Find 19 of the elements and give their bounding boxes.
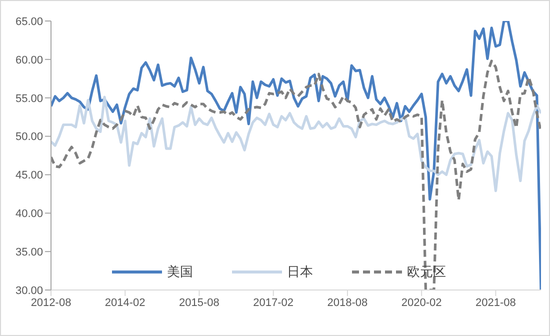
- x-tick-label: 2021-08: [476, 296, 516, 309]
- x-tick-label: 2020-02: [401, 296, 442, 309]
- line-series: [51, 96, 541, 192]
- x-tick-label: 2015-08: [179, 296, 220, 309]
- legend-label: 欧元区: [407, 263, 446, 281]
- y-tick-label: 35.00: [15, 246, 43, 258]
- x-tick-label: 2012-08: [30, 296, 72, 309]
- legend-label: 美国: [167, 263, 193, 281]
- y-tick-label: 65.00: [15, 16, 43, 28]
- y-tick-label: 55.00: [15, 92, 43, 105]
- x-tick-label: 2014-02: [104, 296, 146, 309]
- legend-label: 日本: [287, 263, 313, 281]
- y-tick-label: 45.00: [15, 170, 43, 182]
- y-tick-label: 50.00: [15, 131, 43, 144]
- x-tick-label: 2017-02: [253, 296, 294, 309]
- x-tick-label: 2018-08: [327, 296, 368, 309]
- y-tick-label: 30.00: [15, 284, 43, 297]
- y-tick-label: 60.00: [15, 54, 43, 66]
- y-tick-label: 40.00: [15, 208, 43, 220]
